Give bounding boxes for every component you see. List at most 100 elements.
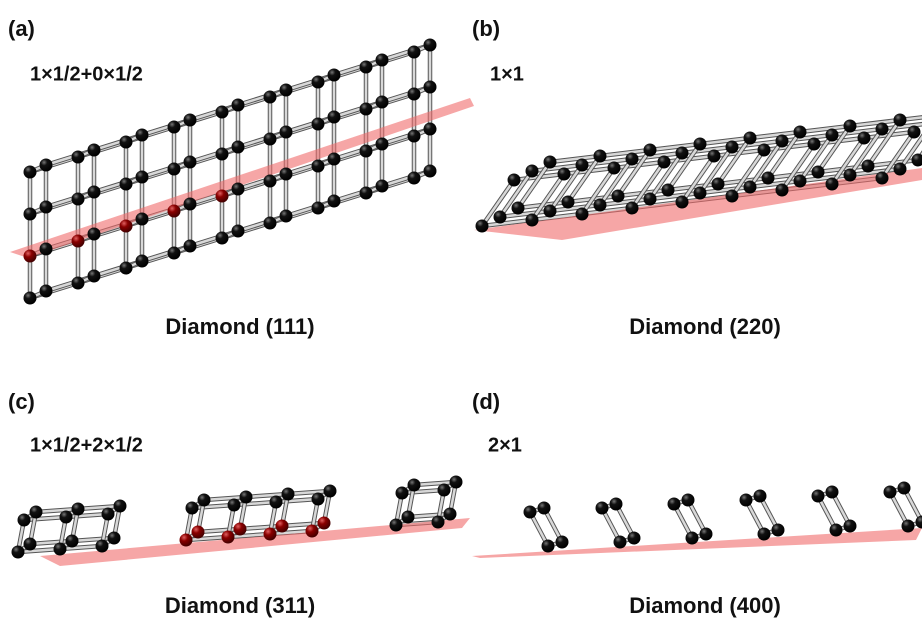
atom [184, 240, 197, 253]
atom [884, 486, 897, 499]
atom [102, 508, 115, 521]
atom [328, 195, 341, 208]
atom [512, 202, 525, 215]
atom [180, 534, 193, 547]
atom [96, 540, 109, 553]
atom [700, 528, 713, 541]
atom [594, 199, 607, 212]
atom [628, 532, 641, 545]
atom [424, 165, 437, 178]
atom [376, 54, 389, 67]
atom [608, 162, 621, 175]
atom [280, 84, 293, 97]
atom [184, 156, 197, 169]
atom [72, 503, 85, 516]
atom [216, 190, 229, 203]
atom [694, 187, 707, 200]
atom [612, 190, 625, 203]
atom [826, 129, 839, 142]
atom [576, 159, 589, 172]
atom [754, 490, 767, 503]
atom [444, 508, 457, 521]
atom [88, 228, 101, 241]
panel-caption: Diamond (111) [165, 314, 314, 339]
atom [526, 214, 539, 227]
atom [908, 126, 921, 139]
atom [360, 187, 373, 200]
atom [376, 96, 389, 109]
atom [60, 511, 73, 524]
atom [222, 531, 235, 544]
atom [12, 546, 25, 559]
atom [24, 250, 37, 263]
atom [360, 145, 373, 158]
atom [168, 205, 181, 218]
atom [762, 172, 775, 185]
atom [114, 500, 127, 513]
atom [902, 520, 915, 533]
atom [876, 172, 889, 185]
atom [626, 202, 639, 215]
atom [544, 205, 557, 218]
atom [276, 520, 289, 533]
atom [280, 126, 293, 139]
atom [232, 141, 245, 154]
atom [894, 163, 907, 176]
atom [894, 114, 907, 127]
atom [614, 536, 627, 549]
atom [216, 148, 229, 161]
atom [898, 482, 911, 495]
atom [264, 175, 277, 188]
atom [120, 220, 133, 233]
atom [168, 163, 181, 176]
atom [408, 130, 421, 143]
atom [662, 184, 675, 197]
atom [198, 494, 211, 507]
atom [596, 502, 609, 515]
atom [40, 201, 53, 214]
panel-caption: Diamond (220) [629, 314, 781, 339]
atom [644, 193, 657, 206]
atom [494, 211, 507, 224]
atom [744, 181, 757, 194]
atom [192, 526, 205, 539]
atom [216, 232, 229, 245]
atom [682, 494, 695, 507]
atom [758, 528, 771, 541]
atom [524, 506, 537, 519]
atom [438, 484, 451, 497]
reconstruction-label: 1×1/2+0×1/2 [30, 63, 143, 85]
figure: (a) 1×1/2+0×1/2 Diamond (111) (b) 1×1 Di… [0, 0, 922, 620]
atom [72, 277, 85, 290]
atom [232, 183, 245, 196]
atom [328, 111, 341, 124]
atom [424, 39, 437, 52]
atom [808, 138, 821, 151]
atom [360, 61, 373, 74]
atom [168, 121, 181, 134]
atom [318, 517, 331, 530]
panel-caption: Diamond (400) [629, 593, 781, 618]
atom [280, 210, 293, 223]
atom [408, 88, 421, 101]
atom [54, 543, 67, 556]
atom [30, 506, 43, 519]
atom [476, 220, 489, 233]
atom [228, 499, 241, 512]
atom [282, 488, 295, 501]
atom [88, 186, 101, 199]
atom [844, 120, 857, 133]
atom [826, 178, 839, 191]
reconstruction-label: 1×1/2+2×1/2 [30, 434, 143, 456]
atom [508, 174, 521, 187]
atom [858, 132, 871, 145]
atom [610, 498, 623, 511]
atom [844, 520, 857, 533]
atom [328, 69, 341, 82]
atom [626, 153, 639, 166]
atom [576, 208, 589, 221]
atom [424, 81, 437, 94]
atom [694, 138, 707, 151]
atom [668, 498, 681, 511]
atom [18, 514, 31, 527]
